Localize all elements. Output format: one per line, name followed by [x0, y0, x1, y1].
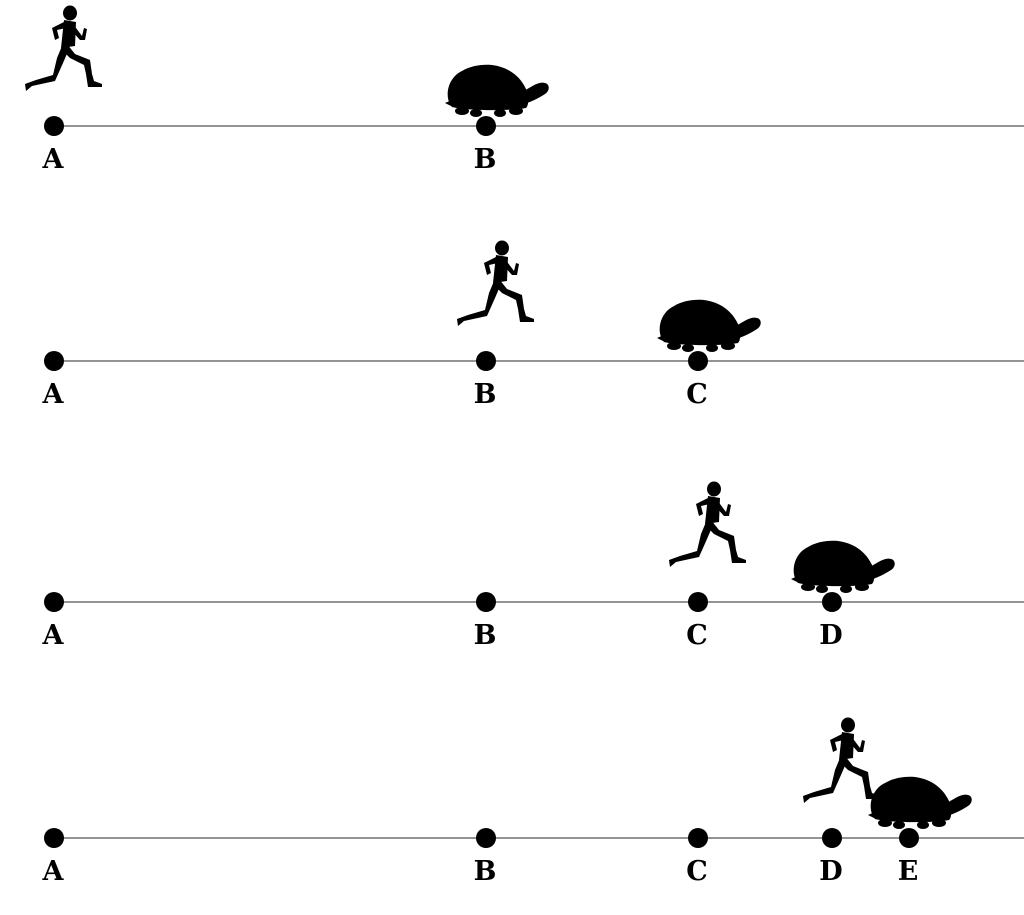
race-row: A B C D E — [42, 717, 1024, 887]
runner-icon — [25, 5, 102, 91]
point-dot — [476, 116, 496, 136]
point-dot — [44, 592, 64, 612]
point-dot — [899, 828, 919, 848]
point-label: A — [42, 620, 65, 651]
point-dot — [44, 116, 64, 136]
point-label: B — [474, 620, 497, 651]
tortoise-icon — [657, 299, 761, 352]
point-dot — [44, 351, 64, 371]
point-dot — [822, 592, 842, 612]
point-label: C — [686, 379, 708, 410]
point-dot — [688, 351, 708, 371]
point-label: E — [898, 856, 919, 887]
point-label: A — [42, 856, 65, 887]
point-dot — [688, 828, 708, 848]
point-label: B — [474, 144, 497, 175]
point-dot — [822, 828, 842, 848]
point-label: D — [819, 856, 842, 887]
runner-icon — [803, 717, 880, 803]
point-dot — [44, 828, 64, 848]
point-dot — [476, 351, 496, 371]
race-row: A B C D — [42, 481, 1024, 651]
point-label: B — [474, 856, 497, 887]
tortoise-icon — [791, 540, 895, 593]
point-label: C — [686, 856, 708, 887]
point-dot — [688, 592, 708, 612]
runner-icon — [457, 240, 534, 326]
point-label: C — [686, 620, 708, 651]
tortoise-icon — [445, 64, 549, 117]
point-label: A — [42, 379, 65, 410]
race-row: A B C — [42, 240, 1024, 410]
point-dot — [476, 828, 496, 848]
runner-icon — [669, 481, 746, 567]
point-dot — [476, 592, 496, 612]
point-label: B — [474, 379, 497, 410]
tortoise-icon — [868, 776, 972, 829]
point-label: D — [819, 620, 842, 651]
point-label: A — [42, 144, 65, 175]
